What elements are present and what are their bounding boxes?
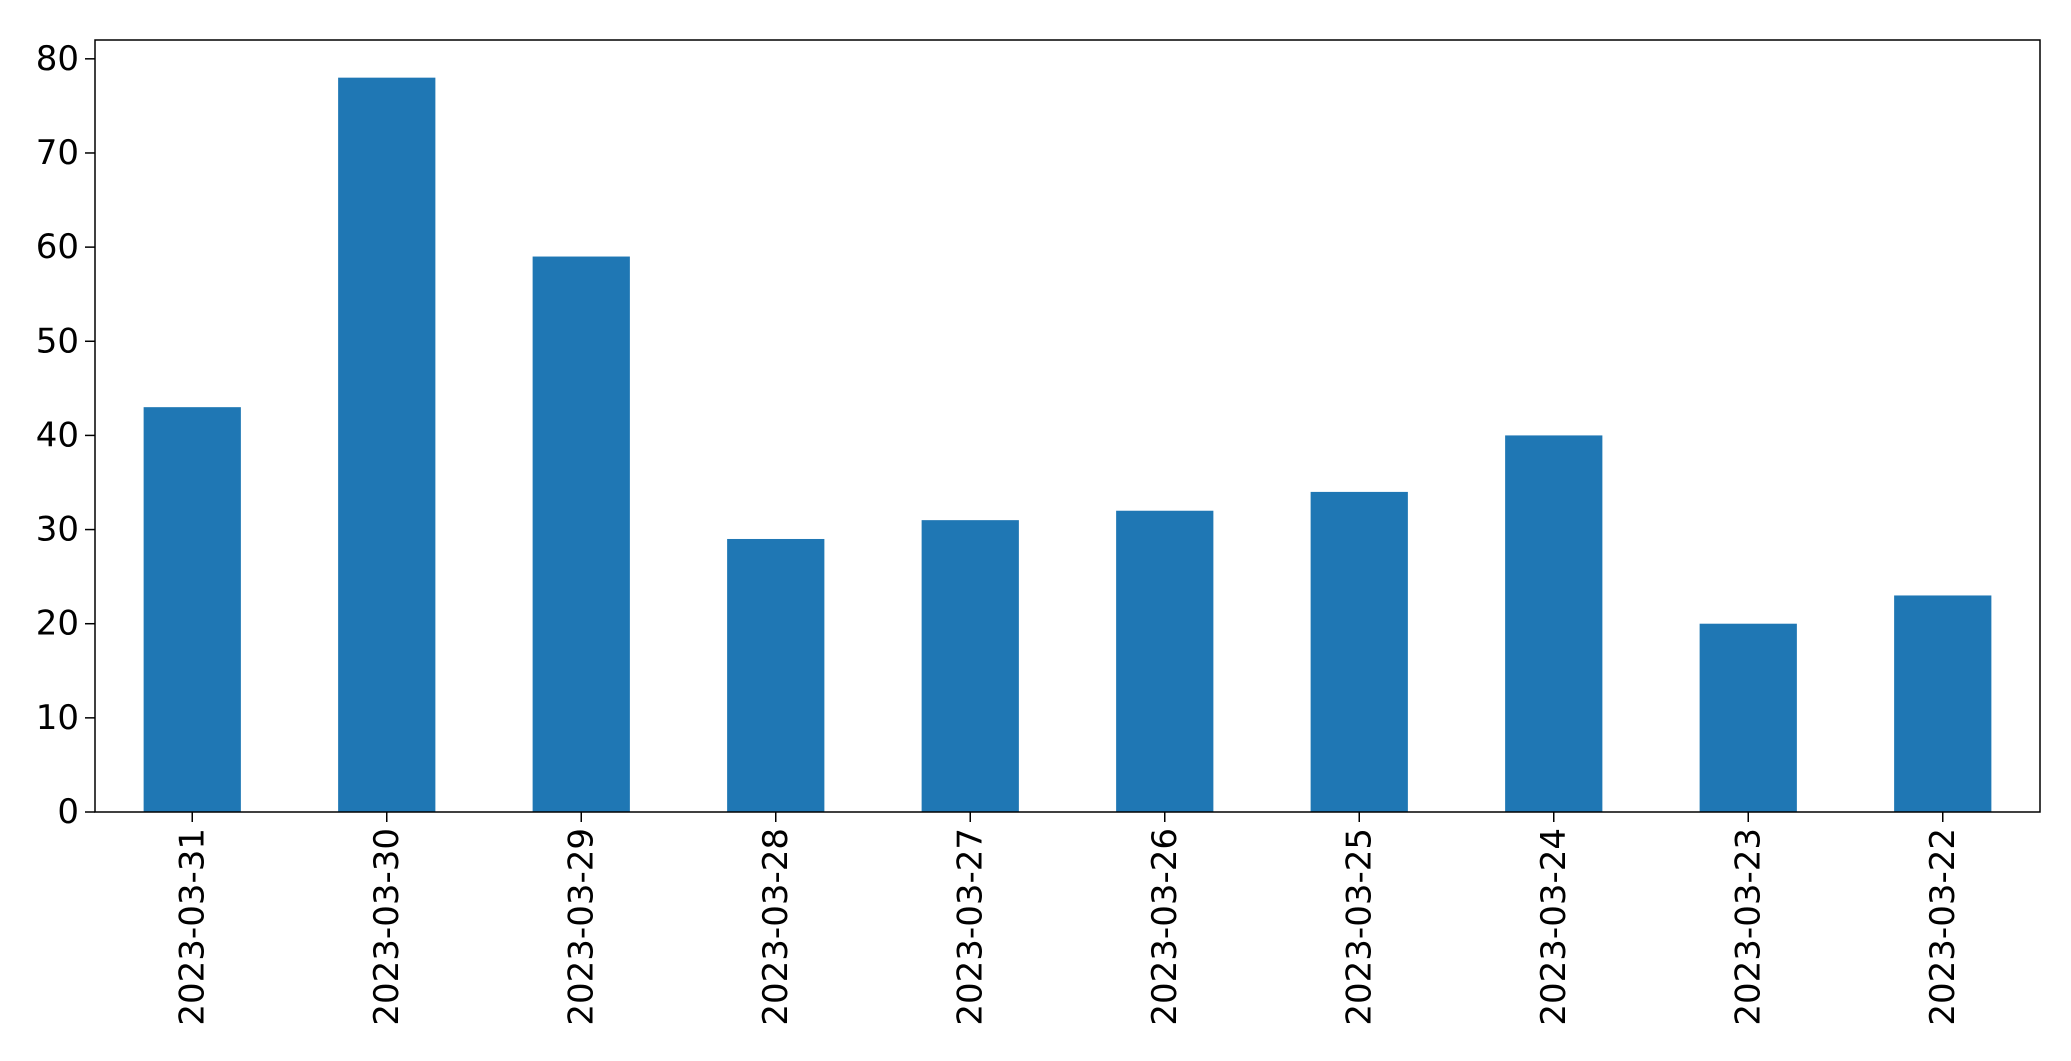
x-tick-label: 2023-03-31	[172, 828, 212, 1026]
bar-2023-03-28	[727, 538, 825, 812]
x-tick-label: 2023-03-28	[756, 828, 796, 1026]
bar-2023-03-30	[338, 77, 436, 812]
y-axis: 0 10 20 30 40 50 60 70 80	[36, 39, 95, 832]
y-tick-label: 10	[36, 698, 79, 738]
x-tick-label: 2023-03-30	[367, 828, 407, 1026]
x-tick-label: 2023-03-27	[950, 828, 990, 1026]
x-tick-label: 2023-03-23	[1728, 828, 1768, 1026]
x-tick-label: 2023-03-24	[1534, 828, 1574, 1026]
x-tick-label: 2023-03-29	[561, 828, 601, 1026]
x-axis: 2023-03-31 2023-03-30 2023-03-29 2023-03-28…	[172, 812, 1963, 1026]
bar-2023-03-23	[1699, 623, 1797, 812]
bar-2023-03-24	[1505, 435, 1603, 812]
y-tick-label: 70	[36, 133, 79, 173]
bar-2023-03-26	[1116, 510, 1214, 812]
x-tick-label: 2023-03-22	[1923, 828, 1963, 1026]
plot-frame	[94, 39, 2041, 813]
bar-2023-03-29	[532, 256, 630, 812]
y-tick-label: 50	[36, 321, 79, 361]
bar-2023-03-31	[143, 407, 241, 812]
x-tick-label: 2023-03-25	[1339, 828, 1379, 1026]
bars-group	[143, 77, 1992, 812]
y-tick-label: 60	[36, 227, 79, 267]
bar-2023-03-25	[1310, 491, 1408, 812]
y-tick-label: 80	[36, 39, 79, 79]
y-tick-label: 20	[36, 604, 79, 644]
bar-2023-03-22	[1894, 595, 1992, 812]
y-tick-label: 30	[36, 510, 79, 550]
y-tick-label: 40	[36, 415, 79, 455]
y-tick-label: 0	[57, 792, 79, 832]
bar-2023-03-27	[921, 520, 1019, 812]
x-tick-label: 2023-03-26	[1145, 828, 1185, 1026]
